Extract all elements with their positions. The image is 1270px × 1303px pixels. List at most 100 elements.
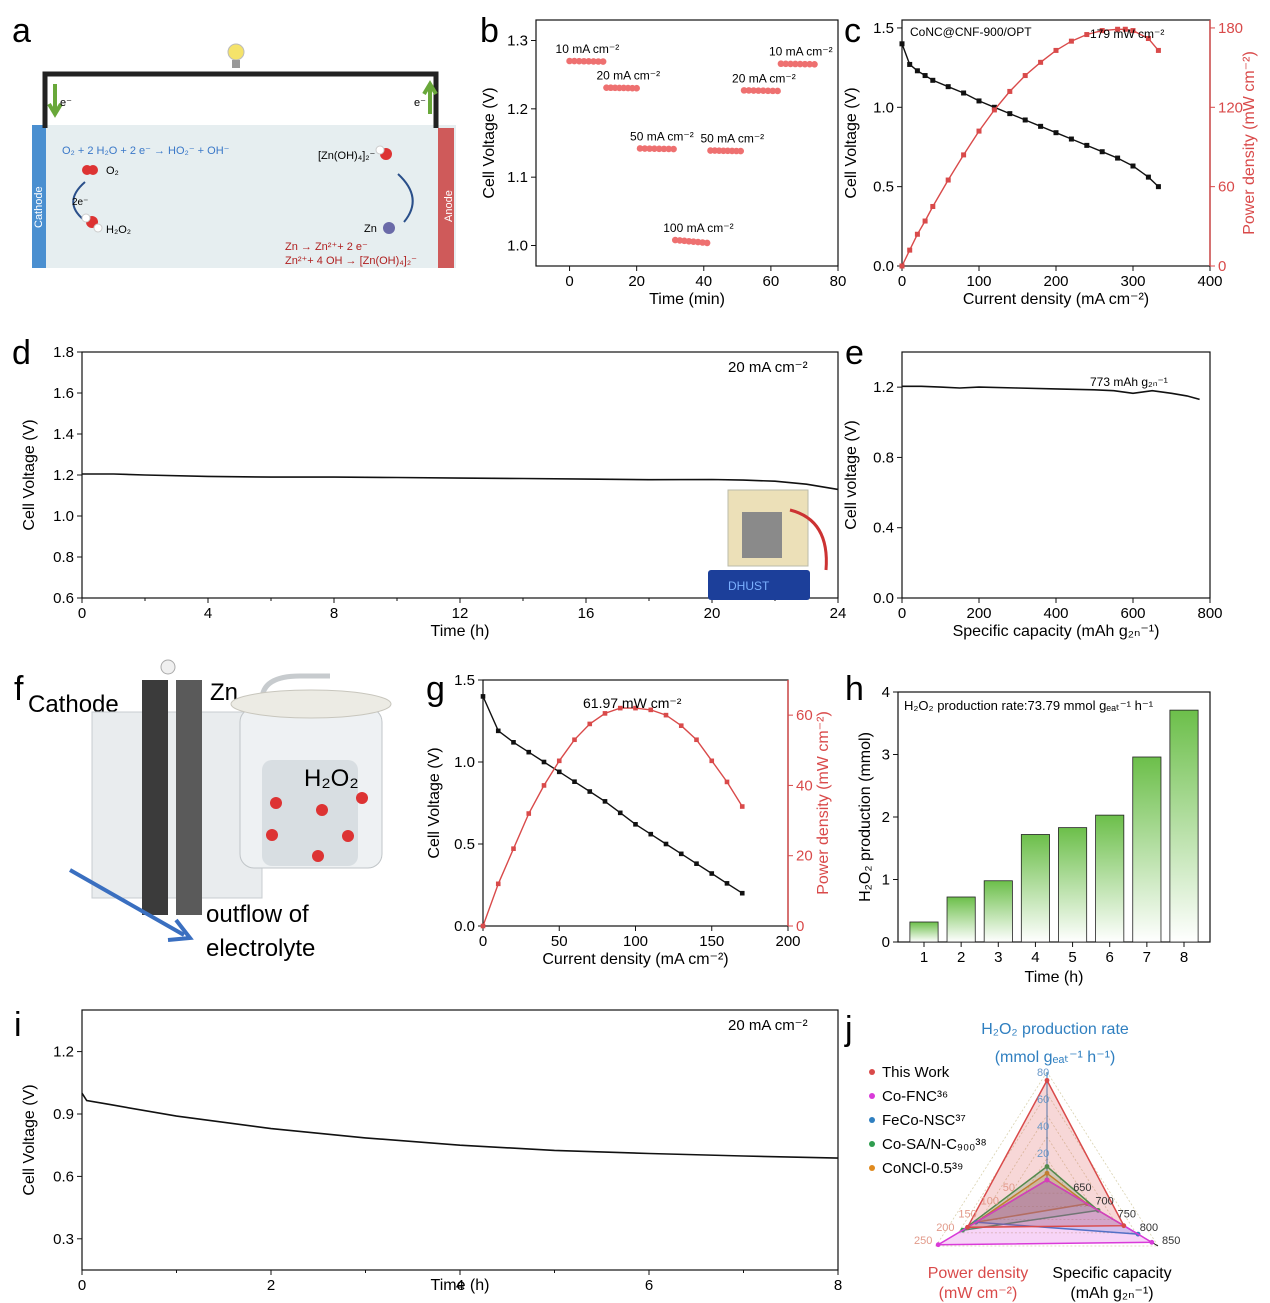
data-point [602, 711, 608, 716]
data-point [480, 694, 486, 699]
y2-tick-label: 0 [796, 918, 804, 935]
outflow-label-2: electrolyte [206, 935, 315, 962]
data-point [792, 60, 799, 68]
h2o2-label: H₂O₂ [106, 224, 131, 236]
data-point [541, 759, 547, 765]
bulb-base-icon [232, 60, 240, 68]
x-tick-label: 100 [623, 933, 648, 950]
data-point [633, 822, 638, 827]
data-point [587, 789, 593, 794]
x-tick-label: 400 [1043, 605, 1068, 622]
outflow-arrow-icon [69, 868, 194, 942]
data-point [595, 58, 602, 65]
segment-label: 20 mA cm⁻² [596, 69, 660, 83]
data-point [617, 705, 623, 711]
chart-i: i 0 2 4 6 8 0.3 0.6 0.9 1.2 Time (h) Cell Voltage (… [14, 1006, 842, 1294]
radar-axis-unit: (mmol gₑₐₜ⁻¹ h⁻¹) [995, 1049, 1116, 1066]
data-point [670, 145, 677, 153]
legend-label: This Work [882, 1064, 950, 1081]
y-tick-label: 2 [882, 809, 890, 826]
bar [1095, 814, 1125, 943]
x-tick-label: 24 [830, 605, 847, 622]
data-point [709, 871, 715, 876]
x-tick-label: 16 [578, 605, 595, 622]
data-point [899, 263, 905, 269]
radar-point [1044, 1170, 1050, 1176]
data-point [899, 41, 905, 47]
external-wire [42, 71, 439, 128]
y-tick-label: 0.0 [873, 258, 894, 275]
y2-tick-label: 0 [1218, 258, 1226, 275]
data-point [976, 128, 982, 134]
y-axis-label: Cell Voltage (V) [481, 87, 498, 198]
radar-tick-label: 800 [1140, 1222, 1158, 1234]
data-point [1007, 88, 1013, 94]
y2-tick-label: 40 [796, 777, 813, 794]
panel-label-b: b [480, 12, 499, 50]
x-tick-label: 800 [1197, 605, 1222, 622]
radar-tick-label: 50 [1003, 1182, 1015, 1194]
legend-marker [869, 1165, 875, 1171]
data-point [961, 152, 967, 158]
data-point [724, 881, 730, 886]
data-point [571, 57, 578, 65]
bar [1058, 827, 1088, 943]
chart-h: h 0 1 2 3 4 1 2 3 4 5 6 7 8 Time (h) H₂O₂ production (m… [845, 670, 1211, 986]
data-point [930, 77, 936, 83]
segment-label: 10 mA cm⁻² [769, 45, 833, 59]
data-point [1068, 136, 1074, 142]
x-tick-label: 200 [775, 933, 800, 950]
radar-tick-label: 40 [1037, 1121, 1049, 1133]
data-point [1115, 155, 1121, 161]
data-point [811, 61, 818, 68]
y2-tick-label: 120 [1218, 99, 1243, 116]
y-tick-label: 1.0 [454, 754, 475, 771]
legend-marker [869, 1141, 875, 1147]
data-point [1099, 149, 1105, 155]
y-tick-label: 1 [882, 872, 890, 889]
data-point [930, 203, 936, 209]
x-tick-label: 0 [479, 933, 487, 950]
y-axis-label: Cell Voltage (V) [843, 87, 860, 198]
bulb-icon-f [160, 659, 176, 675]
radar-series [966, 1078, 1126, 1229]
x-tick-label: 8 [1180, 949, 1188, 966]
radar-tick-label: 20 [1037, 1148, 1049, 1160]
radar-tick-label: 750 [1118, 1209, 1136, 1221]
data-point [991, 104, 997, 110]
legend-marker [869, 1093, 875, 1099]
radar-axis-title: H₂O₂ production rate [981, 1021, 1129, 1038]
data-point [961, 90, 967, 96]
plot-frame [897, 691, 1211, 943]
data-point [587, 721, 593, 727]
inset-wire [789, 508, 828, 571]
peak-annotation: 179 mW cm⁻² [1090, 27, 1164, 41]
cathode-equation: O₂ + 2 H₂O + 2 e⁻ → HO₂⁻ + OH⁻ [62, 145, 230, 157]
radar-axis-title: Power density [928, 1265, 1029, 1282]
reduction-arrow-icon [72, 181, 86, 221]
y-tick-label: 0.6 [53, 590, 74, 607]
y-tick-label: 0.8 [873, 449, 894, 466]
data-point [739, 890, 745, 896]
data-point [1122, 26, 1128, 32]
panel-label-f: f [14, 670, 24, 708]
x-tick-label: 60 [763, 273, 780, 290]
data-point [1038, 59, 1044, 65]
legend-label: CoNCl-0.5³⁹ [882, 1160, 963, 1177]
radar-point [1044, 1164, 1050, 1169]
reservoir-liquid [262, 760, 358, 866]
panel-label-j: j [844, 1010, 853, 1048]
x-tick-label: 600 [1120, 605, 1145, 622]
data-point [1099, 28, 1105, 34]
x-axis-label: Current density (mA cm⁻²) [963, 291, 1149, 308]
inset-led-text: DHUST [728, 579, 770, 593]
data-point [1084, 32, 1090, 38]
data-point [526, 749, 532, 755]
x-tick-label: 6 [645, 1277, 653, 1294]
plot-frame [535, 19, 839, 267]
panel-label-c: c [844, 12, 861, 50]
data-point [759, 87, 767, 95]
panel-label-a: a [12, 12, 31, 50]
